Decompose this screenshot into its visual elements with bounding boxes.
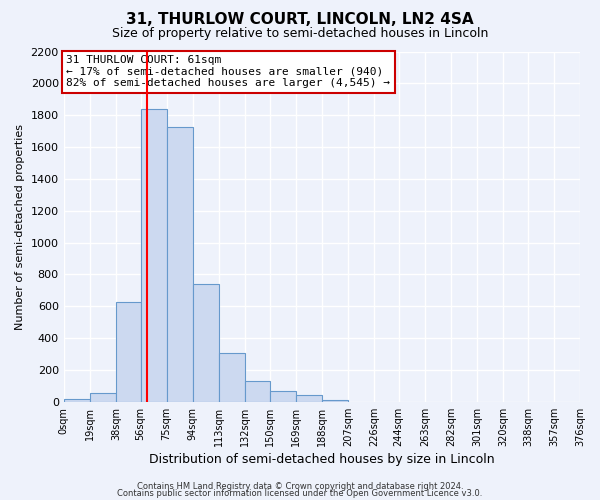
Bar [322,400,348,402]
Text: Contains HM Land Registry data © Crown copyright and database right 2024.: Contains HM Land Registry data © Crown c… [137,482,463,491]
Text: Size of property relative to semi-detached houses in Lincoln: Size of property relative to semi-detach… [112,28,488,40]
Bar [219,354,245,402]
Bar [64,398,90,402]
Bar [269,392,296,402]
Bar [140,109,167,402]
Text: Contains public sector information licensed under the Open Government Licence v3: Contains public sector information licen… [118,490,482,498]
Bar [193,284,219,402]
Y-axis label: Number of semi-detached properties: Number of semi-detached properties [15,124,25,330]
Text: 31, THURLOW COURT, LINCOLN, LN2 4SA: 31, THURLOW COURT, LINCOLN, LN2 4SA [126,12,474,28]
X-axis label: Distribution of semi-detached houses by size in Lincoln: Distribution of semi-detached houses by … [149,453,494,466]
Bar [90,393,116,402]
Bar [296,396,322,402]
Bar [167,127,193,402]
Bar [116,302,140,402]
Bar [245,381,269,402]
Text: 31 THURLOW COURT: 61sqm
← 17% of semi-detached houses are smaller (940)
82% of s: 31 THURLOW COURT: 61sqm ← 17% of semi-de… [66,55,390,88]
